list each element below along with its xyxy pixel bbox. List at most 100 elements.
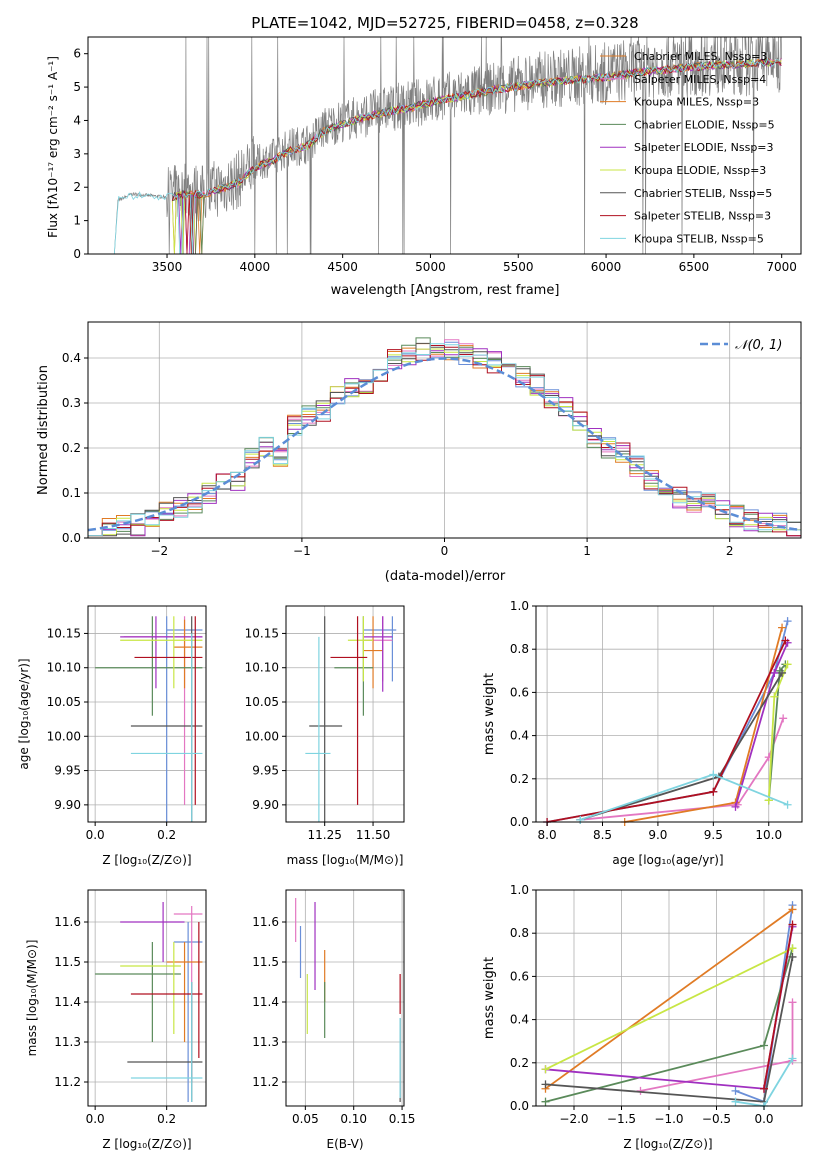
x-tick-label: 9.0 [648, 828, 667, 842]
mwz-ylabel: mass weight [482, 957, 497, 1039]
age-vs-z-panel: 0.0 0.2 9.90 9.95 10.00 10.05 10.10 10.15 [47, 605, 207, 842]
y-tick-label: 0.2 [510, 1056, 529, 1070]
legend-label: Chabrier MILES, Nssp=3 [634, 50, 767, 63]
massebv-xlabel: E(B-V) [326, 1137, 363, 1151]
agem-xlabel: mass [log₁₀(M/M⊙)] [287, 853, 404, 867]
x-tick-label: 4500 [327, 260, 358, 274]
y-tick-label: 2 [73, 180, 81, 194]
y-tick-label: 0.0 [510, 1099, 529, 1113]
massweight-marker [770, 668, 779, 677]
y-tick-label: 10.15 [245, 626, 279, 640]
x-tick-label: 4000 [240, 260, 271, 274]
x-tick-label: 0.0 [86, 1112, 105, 1126]
x-tick-label: 11.50 [356, 828, 390, 842]
y-tick-label: 11.6 [252, 915, 279, 929]
y-tick-label: 1.0 [510, 599, 529, 613]
y-tick-label: 3 [73, 147, 81, 161]
x-tick-label: −2 [150, 544, 168, 558]
massweight-marker [778, 668, 787, 677]
mwage-xlabel: age [log₁₀(age/yr)] [612, 853, 723, 867]
massweight-marker [783, 617, 792, 626]
massweight-line [545, 947, 793, 1071]
mass-vs-z-panel: 0.0 0.2 11.2 11.3 11.4 11.5 11.6 [54, 889, 207, 1126]
y-tick-label: 10.05 [47, 695, 81, 709]
x-tick-label: 0.2 [157, 828, 176, 842]
axes-frame [535, 605, 803, 823]
massweight-marker [781, 636, 790, 645]
y-tick-label: 11.3 [252, 1035, 279, 1049]
massweight-marker [760, 1041, 768, 1050]
x-tick-label: 0.2 [157, 1112, 176, 1126]
x-tick-label: 11.25 [308, 828, 342, 842]
y-tick-label: 0.2 [510, 772, 529, 786]
y-tick-label: 10.10 [47, 661, 81, 675]
y-tick-label: 0.8 [510, 926, 529, 940]
age-vs-mass-panel: 11.25 11.50 9.90 9.95 10.00 10.05 10.10 10.15 [245, 605, 405, 842]
y-tick-label: 0.6 [510, 969, 529, 983]
massweight-vs-age-panel: 8.0 8.5 9.0 9.5 10.0 0.0 0.2 0.4 0.6 0.8 1.0 [510, 599, 803, 842]
y-tick-label: 10.15 [47, 626, 81, 640]
massweight-marker [731, 1086, 740, 1095]
y-tick-label: 0.4 [510, 1013, 529, 1027]
massweight-marker [788, 952, 797, 961]
x-tick-label: 8.0 [538, 828, 557, 842]
massweight-marker [709, 770, 718, 779]
x-tick-label: 7000 [766, 260, 797, 274]
x-tick-label: −0.5 [702, 1112, 731, 1126]
massweight-marker [788, 944, 797, 953]
gaussian-legend-label: 𝒩(0, 1) [735, 338, 782, 353]
massweight-marker [788, 920, 797, 929]
y-tick-label: 11.2 [252, 1075, 279, 1089]
residual-panel: −2 −1 0 1 2 0.0 0.1 0.2 0.3 0.4 [62, 321, 802, 558]
y-tick-label: 1.0 [510, 883, 529, 897]
massweight-marker [760, 1084, 768, 1093]
x-tick-label: 0 [441, 544, 449, 558]
y-tick-label: 11.5 [252, 955, 279, 969]
legend-label: Chabrier ELODIE, Nssp=5 [634, 118, 775, 131]
massweight-marker [541, 1080, 550, 1089]
y-tick-label: 0 [73, 247, 81, 261]
x-tick-label: 10.0 [755, 828, 782, 842]
spectrum-panel: 3500 4000 4500 5000 5500 6000 6500 7000 0 1 2 3 4 5 6 C… [73, 36, 802, 274]
massweight-line [546, 640, 787, 823]
massweight-marker [783, 800, 792, 809]
axes-frame [285, 605, 405, 823]
massweight-marker [778, 623, 787, 632]
axes-frame [87, 889, 207, 1107]
massweight-marker [788, 1054, 797, 1063]
y-tick-label: 11.5 [54, 955, 81, 969]
y-tick-label: 1 [73, 214, 81, 228]
massweight-marker [541, 1097, 550, 1106]
massweight-marker [788, 905, 797, 914]
massweight-vs-z-panel: −2.0 −1.5 −1.0 −0.5 0.0 0.0 0.2 0.4 0.6 0.8 1.0 [510, 883, 803, 1126]
gaussian-curve [87, 357, 802, 532]
legend-label: Kroupa STELIB, Nssp=5 [634, 232, 764, 245]
x-tick-label: 5500 [503, 260, 534, 274]
massz-ylabel: mass [log₁₀(M/M⊙)] [25, 940, 39, 1057]
y-tick-label: 9.95 [252, 764, 279, 778]
y-tick-label: 0.3 [62, 396, 81, 410]
massweight-marker [783, 660, 792, 669]
x-tick-label: 1 [583, 544, 591, 558]
massz-xlabel: Z [log₁₀(Z/Z⊙)] [102, 1137, 191, 1151]
y-tick-label: 4 [73, 113, 81, 127]
x-tick-label: 6000 [591, 260, 622, 274]
y-tick-label: 10.10 [245, 661, 279, 675]
legend-label: Salpeter ELODIE, Nssp=3 [634, 141, 774, 154]
x-tick-label: −1.5 [607, 1112, 636, 1126]
chart-title: PLATE=1042, MJD=52725, FIBERID=0458, z=0… [251, 14, 638, 32]
y-tick-label: 5 [73, 80, 81, 94]
spectrum-xlabel: wavelength [Angstrom, rest frame] [331, 283, 560, 298]
y-tick-label: 6 [73, 47, 81, 61]
x-tick-label: 9.5 [704, 828, 723, 842]
x-tick-label: 2 [726, 544, 734, 558]
massweight-line [580, 717, 785, 821]
y-tick-label: 9.90 [252, 798, 279, 812]
massweight-marker [731, 802, 740, 811]
y-tick-label: 0.4 [510, 729, 529, 743]
massweight-marker [709, 787, 718, 796]
residual-xlabel: (data-model)/error [385, 569, 506, 584]
x-tick-label: 0.10 [340, 1112, 367, 1126]
y-tick-label: 0.0 [510, 815, 529, 829]
